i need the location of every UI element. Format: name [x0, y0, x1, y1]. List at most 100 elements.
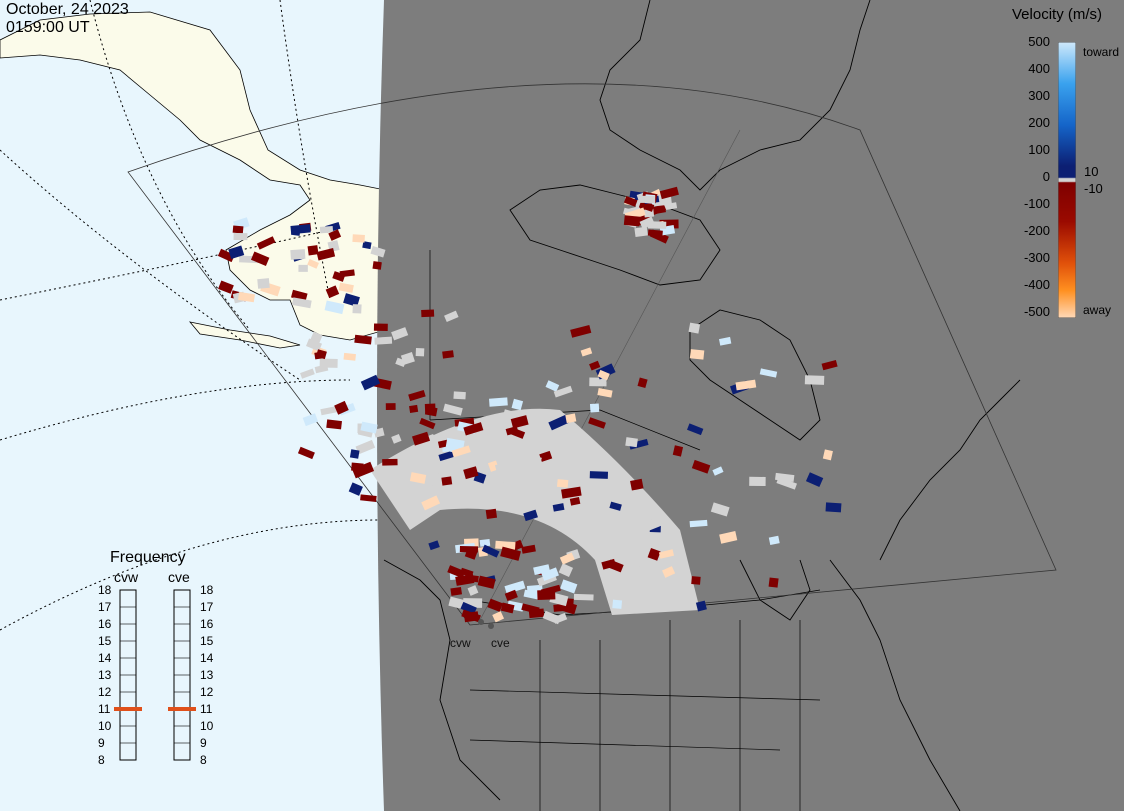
- echo-cell: [548, 414, 569, 431]
- echo-cell: [338, 282, 354, 293]
- echo-cell: [623, 215, 641, 227]
- echo-cell: [805, 472, 824, 488]
- frequency-scale-label: 12: [98, 685, 112, 699]
- echo-cell: [500, 602, 515, 614]
- echo-cell: [804, 375, 825, 385]
- echo-cell: [510, 415, 529, 429]
- echo-cell: [463, 422, 484, 436]
- echo-cell: [511, 398, 524, 411]
- echo-cell: [332, 271, 346, 282]
- echo-cell: [658, 549, 675, 559]
- echo-cell: [561, 486, 582, 499]
- echo-cell: [589, 471, 609, 479]
- echo-cell: [623, 558, 645, 570]
- frequency-scale-label: 17: [200, 600, 214, 614]
- echo-cell: [343, 352, 356, 361]
- colorbar-tick: 100: [1028, 142, 1050, 157]
- echo-cell: [552, 503, 565, 512]
- echo-cell: [589, 360, 601, 371]
- echo-cell: [821, 359, 838, 371]
- echo-cell: [291, 297, 312, 309]
- echo-cell: [556, 479, 569, 488]
- radar-site-marker: [488, 623, 494, 629]
- echo-cell: [630, 478, 644, 491]
- echo-cell: [689, 349, 705, 360]
- echo-cell: [362, 241, 372, 250]
- colorbar-tick: 400: [1028, 61, 1050, 76]
- echo-cell: [479, 539, 491, 547]
- colorbar-tick: 200: [1028, 115, 1050, 130]
- echo-cell: [589, 377, 607, 387]
- echo-cell: [749, 476, 766, 487]
- echo-cell: [325, 285, 340, 299]
- echo-cell: [691, 576, 701, 585]
- echo-cell: [768, 577, 779, 588]
- echo-cell: [775, 472, 795, 483]
- echo-cell: [710, 502, 730, 517]
- echo-cell: [300, 368, 315, 379]
- echo-cell: [502, 409, 517, 422]
- echo-cell: [298, 264, 308, 272]
- echo-cell: [505, 425, 519, 436]
- echo-cell: [442, 350, 454, 359]
- colorbar-tick-neg10: -10: [1084, 181, 1103, 196]
- echo-cell: [647, 229, 663, 237]
- frequency-scale-label: 10: [200, 719, 214, 733]
- colorbar-tick-10: 10: [1084, 164, 1099, 179]
- aleutian-peninsula: [188, 321, 301, 349]
- frequency-scale-label: 8: [200, 753, 207, 767]
- echo-cell: [370, 245, 386, 258]
- echo-cell: [415, 347, 425, 357]
- echo-cell: [385, 403, 396, 410]
- frequency-scale-label: 16: [200, 617, 214, 631]
- alaska-land: [0, 11, 386, 341]
- frequency-marker: [114, 707, 142, 711]
- echo-cell: [343, 293, 360, 307]
- echo-cell: [391, 433, 402, 444]
- frequency-scale-label: 14: [98, 651, 112, 665]
- frequency-scale-label: 12: [200, 685, 214, 699]
- echo-cell: [490, 478, 505, 489]
- echo-cell: [639, 195, 656, 203]
- echo-cell: [409, 404, 419, 413]
- echo-cell: [712, 466, 724, 476]
- echo-cell: [485, 508, 498, 520]
- colorbar-tick: -200: [1023, 223, 1050, 238]
- echo-cell: [412, 431, 431, 446]
- latlon-grid: [0, 0, 381, 631]
- echo-cell: [634, 226, 648, 238]
- echo-cell: [589, 403, 600, 413]
- echo-cell: [374, 336, 393, 345]
- echo-cell: [320, 405, 340, 416]
- echo-cell: [352, 304, 362, 314]
- echo-cell: [481, 544, 500, 558]
- away-label: away: [1083, 303, 1112, 317]
- echo-cell: [558, 563, 574, 577]
- echo-cell: [606, 482, 621, 490]
- echo-cell: [637, 377, 648, 389]
- echo-cell: [527, 454, 542, 464]
- echo-cell: [307, 245, 319, 256]
- echo-cell: [688, 322, 701, 334]
- echo-cell: [256, 236, 276, 250]
- frequency-scale-label: 15: [98, 634, 112, 648]
- echo-cell: [232, 225, 244, 234]
- echo-cell: [560, 579, 578, 594]
- echo-cell: [623, 195, 638, 207]
- freq-radar-cvw: cvw: [114, 569, 139, 585]
- colorbar-tick: -100: [1023, 196, 1050, 211]
- echo-cell: [565, 413, 577, 424]
- echo-cell: [421, 309, 435, 318]
- echo-cell: [316, 248, 336, 261]
- echo-cell: [391, 327, 409, 341]
- echo-cell: [408, 389, 426, 402]
- echo-cell: [360, 421, 378, 434]
- frequency-scale-label: 17: [98, 600, 112, 614]
- echo-cell: [735, 379, 757, 391]
- echo-cell: [495, 540, 516, 550]
- echo-cell: [302, 413, 319, 427]
- frequency-scale-label: 15: [200, 634, 214, 648]
- echo-cell: [307, 258, 319, 269]
- echo-cell: [373, 323, 388, 331]
- echo-cell: [409, 472, 427, 484]
